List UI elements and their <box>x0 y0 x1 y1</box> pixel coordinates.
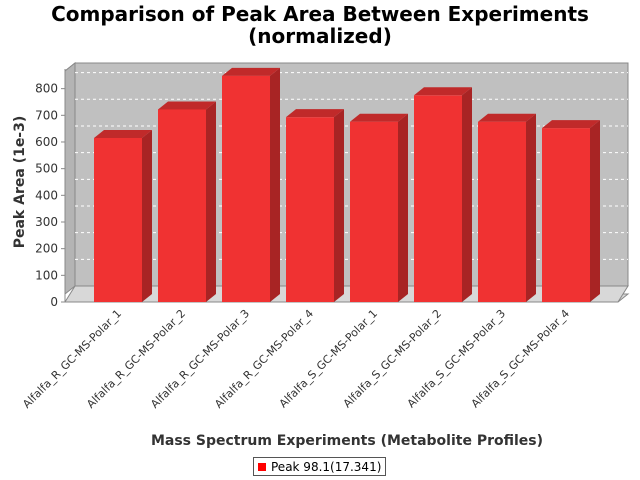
y-tick-label: 200 <box>35 242 58 256</box>
bar <box>414 95 462 303</box>
bar-side <box>526 113 536 302</box>
bar-top <box>478 113 536 122</box>
bar <box>542 128 590 302</box>
y-tick-label: 500 <box>35 162 58 176</box>
chart-title: Comparison of Peak Area Between Experime… <box>51 2 589 26</box>
y-tick-label: 0 <box>50 295 58 309</box>
bar-top <box>222 67 280 76</box>
bar <box>222 75 270 302</box>
bar-top <box>542 120 600 129</box>
bar <box>158 109 206 302</box>
y-axis-title: Peak Area (1e-3) <box>12 116 28 249</box>
bar-top <box>350 113 408 122</box>
bar-side <box>334 109 344 302</box>
bar-side <box>462 87 472 303</box>
bar-side <box>398 113 408 302</box>
bar-side <box>270 67 280 302</box>
bar <box>350 121 398 302</box>
bar-side <box>142 129 152 302</box>
bar-top <box>414 87 472 96</box>
legend-label: Peak 98.1(17.341) <box>271 459 382 474</box>
chart-subtitle: (normalized) <box>248 24 392 48</box>
bar <box>478 121 526 302</box>
bar <box>94 137 142 302</box>
plot-left-wall <box>64 61 76 296</box>
y-tick-label: 700 <box>35 108 58 122</box>
bar-top <box>94 129 152 138</box>
y-tick-label: 800 <box>35 82 58 96</box>
bar-side <box>206 101 216 302</box>
y-tick-label: 100 <box>35 268 58 282</box>
bar-top <box>158 101 216 110</box>
y-tick-label: 300 <box>35 215 58 229</box>
legend-swatch <box>258 462 266 471</box>
y-tick-label: 600 <box>35 135 58 149</box>
bar-top <box>286 109 344 118</box>
bar <box>286 117 334 302</box>
legend: Peak 98.1(17.341) <box>253 457 387 476</box>
x-axis-title: Mass Spectrum Experiments (Metabolite Pr… <box>151 433 543 449</box>
bar-side <box>590 120 600 302</box>
y-tick-label: 400 <box>35 188 58 202</box>
